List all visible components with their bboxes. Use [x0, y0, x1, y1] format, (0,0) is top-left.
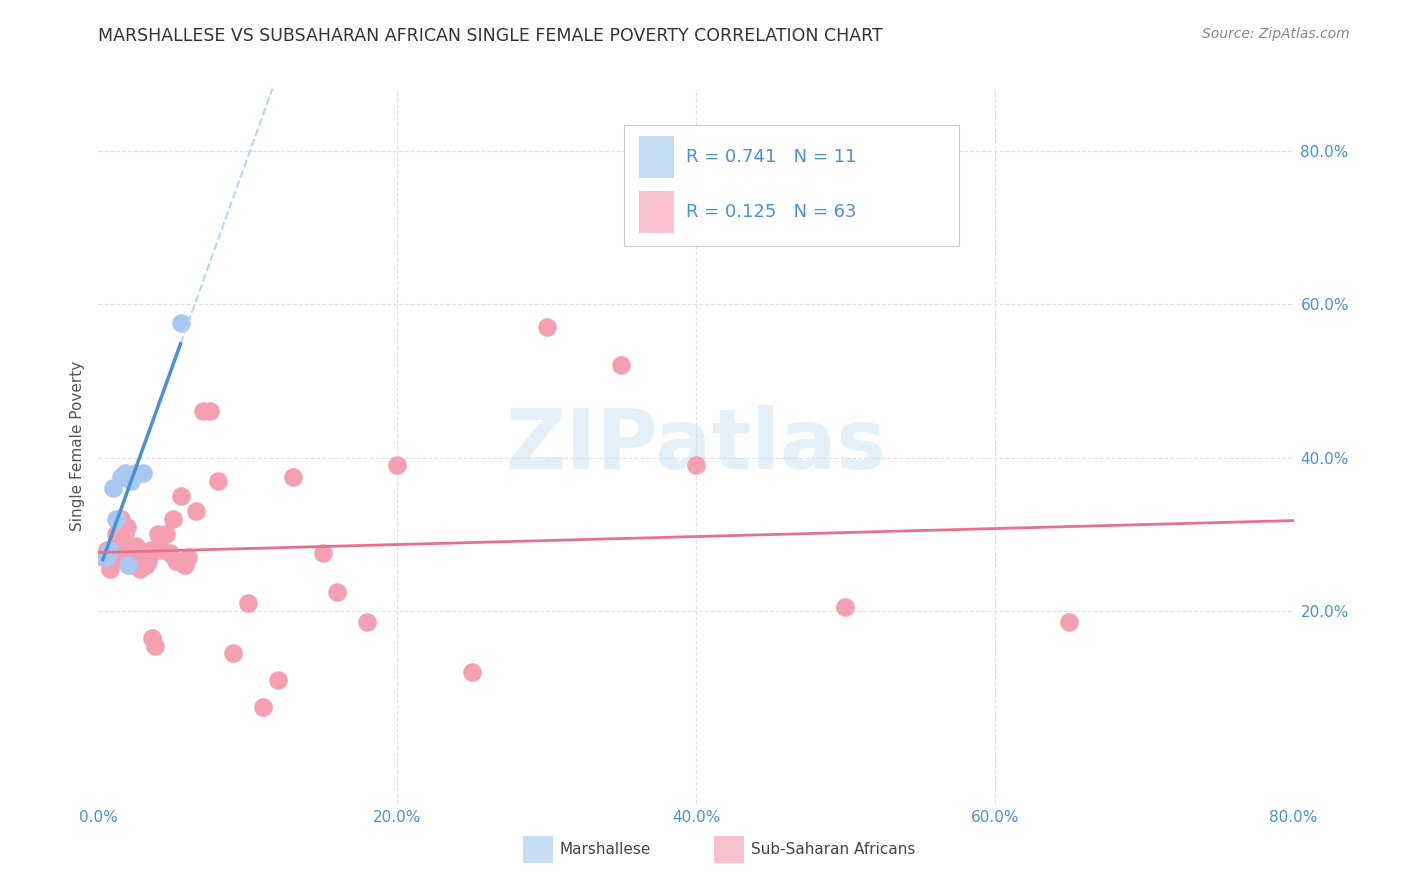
Point: [169, 489, 191, 503]
Point: [385, 458, 409, 473]
Point: [150, 542, 173, 557]
Point: [132, 466, 155, 480]
Point: [834, 600, 856, 615]
Point: [610, 359, 633, 373]
Point: [311, 546, 333, 560]
Point: [236, 596, 259, 610]
Point: [169, 316, 191, 330]
Point: [110, 469, 132, 483]
Point: [110, 512, 132, 526]
Point: [281, 469, 304, 483]
Point: [222, 646, 245, 660]
Point: [115, 519, 138, 533]
FancyBboxPatch shape: [624, 125, 959, 246]
Point: [103, 481, 125, 495]
Point: [104, 542, 127, 557]
Point: [139, 542, 162, 557]
Point: [117, 550, 139, 565]
Point: [91, 550, 114, 565]
Point: [685, 458, 707, 473]
Point: [135, 558, 157, 572]
Point: [159, 546, 181, 560]
Point: [97, 554, 120, 568]
Point: [127, 558, 149, 572]
Point: [138, 550, 160, 565]
Point: [94, 550, 117, 565]
Point: [136, 554, 159, 568]
Point: [132, 550, 155, 565]
Point: [174, 558, 197, 572]
Point: [108, 519, 131, 533]
Text: Sub-Saharan Africans: Sub-Saharan Africans: [751, 842, 915, 857]
Point: [128, 554, 150, 568]
Point: [200, 404, 222, 418]
Text: MARSHALLESE VS SUBSAHARAN AFRICAN SINGLE FEMALE POVERTY CORRELATION CHART: MARSHALLESE VS SUBSAHARAN AFRICAN SINGLE…: [98, 27, 883, 45]
Point: [107, 535, 129, 549]
Point: [252, 699, 274, 714]
Point: [121, 558, 143, 572]
Point: [114, 466, 136, 480]
Point: [117, 542, 139, 557]
Point: [125, 539, 148, 553]
Point: [112, 542, 135, 557]
Point: [120, 554, 142, 568]
Point: [105, 512, 128, 526]
FancyBboxPatch shape: [523, 837, 553, 863]
Text: ZIPatlas: ZIPatlas: [506, 406, 886, 486]
Point: [103, 546, 125, 560]
Point: [125, 466, 148, 480]
Point: [124, 546, 146, 560]
Y-axis label: Single Female Poverty: Single Female Poverty: [69, 361, 84, 531]
Point: [129, 562, 152, 576]
Point: [165, 554, 187, 568]
Point: [177, 550, 200, 565]
Text: Marshallese: Marshallese: [560, 842, 651, 857]
Point: [100, 542, 122, 557]
Point: [148, 527, 170, 541]
Point: [207, 474, 229, 488]
Point: [105, 527, 128, 541]
FancyBboxPatch shape: [714, 837, 744, 863]
Point: [162, 512, 184, 526]
Point: [110, 542, 132, 557]
Point: [103, 554, 125, 568]
Point: [96, 542, 118, 557]
Point: [143, 639, 166, 653]
Point: [184, 504, 207, 518]
Point: [100, 562, 122, 576]
Point: [326, 584, 349, 599]
Point: [1059, 615, 1081, 630]
Point: [191, 404, 214, 418]
Text: R = 0.741   N = 11: R = 0.741 N = 11: [686, 148, 856, 166]
Point: [114, 527, 136, 541]
Point: [155, 527, 177, 541]
Text: Source: ZipAtlas.com: Source: ZipAtlas.com: [1202, 27, 1350, 41]
Text: R = 0.125   N = 63: R = 0.125 N = 63: [686, 203, 856, 221]
Point: [120, 474, 142, 488]
Point: [141, 631, 163, 645]
Point: [118, 550, 141, 565]
Point: [101, 546, 124, 560]
Point: [461, 665, 484, 680]
Point: [94, 550, 117, 565]
FancyBboxPatch shape: [638, 136, 675, 178]
Point: [267, 673, 290, 687]
Point: [356, 615, 378, 630]
FancyBboxPatch shape: [638, 191, 675, 234]
Point: [536, 320, 558, 334]
Point: [117, 558, 139, 572]
Point: [111, 550, 134, 565]
